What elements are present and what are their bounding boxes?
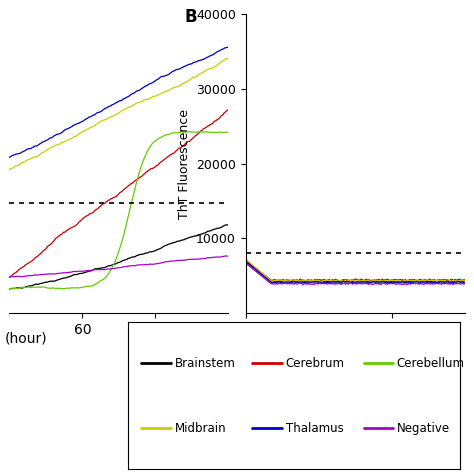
Text: (hour): (hour) xyxy=(5,332,47,346)
Text: Negative: Negative xyxy=(397,421,450,435)
Text: Cerebellum: Cerebellum xyxy=(397,357,465,370)
Text: Cerebrum: Cerebrum xyxy=(285,357,345,370)
Text: Thalamus: Thalamus xyxy=(285,421,343,435)
Text: Brainstem: Brainstem xyxy=(174,357,235,370)
Text: Midbrain: Midbrain xyxy=(174,421,226,435)
Y-axis label: ThT Fluorescence: ThT Fluorescence xyxy=(178,109,191,219)
Text: B: B xyxy=(184,8,197,26)
